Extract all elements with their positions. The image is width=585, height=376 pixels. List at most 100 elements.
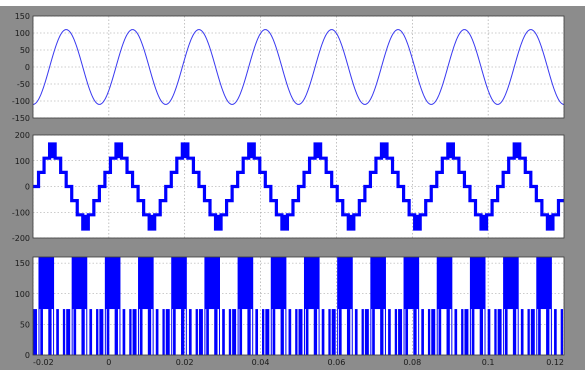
pwm-low-bar [560, 309, 564, 355]
pwm-low-bar [66, 309, 71, 355]
pwm-low-bar [398, 309, 403, 355]
pwm-low-bar [247, 309, 251, 355]
series-trace [33, 29, 564, 105]
pwm-low-bar [446, 309, 450, 355]
pwm-low-bar [394, 309, 398, 355]
pwm-low-bar [56, 309, 59, 355]
pwm-high-block [38, 257, 54, 310]
pwm-low-bar [239, 309, 243, 355]
y-tick-label: 50 [20, 46, 30, 55]
pwm-low-bar [129, 309, 132, 355]
pwm-low-bar [288, 309, 292, 355]
peak-block [414, 214, 421, 229]
pwm-high-block [204, 257, 220, 310]
pwm-low-bar [464, 309, 469, 355]
pwm-low-bar [261, 309, 265, 355]
pwm-low-bar [214, 309, 218, 355]
pwm-high-block [72, 257, 87, 310]
pwm-low-bar [232, 309, 237, 355]
pwm-low-bar [33, 309, 37, 355]
pwm-low-bar [162, 309, 165, 355]
pwm-low-bar [298, 309, 303, 355]
pwm-low-bar [173, 309, 176, 355]
pwm-low-bar [295, 309, 298, 355]
pwm-low-bar [512, 309, 517, 355]
pwm-high-block [138, 257, 154, 310]
pwm-low-bar [195, 309, 198, 355]
pwm-low-bar [454, 309, 458, 355]
pwm-high-block [271, 257, 286, 310]
pwm-low-bar [331, 309, 336, 355]
pwm-low-bar [280, 309, 284, 355]
peak-block [49, 144, 56, 159]
x-tick-label: 0.06 [328, 358, 346, 367]
x-tick-label: 0.08 [403, 358, 421, 367]
y-tick-label: 100 [15, 290, 30, 299]
pwm-low-bar [405, 309, 409, 355]
pwm-low-bar [48, 309, 52, 355]
pwm-low-bar [99, 309, 104, 355]
pwm-low-bar [479, 309, 484, 355]
pwm-low-bar [188, 309, 192, 355]
pwm-low-bar [438, 309, 442, 355]
pwm-low-bar [431, 309, 436, 355]
peak-block [514, 144, 520, 159]
peak-block [248, 144, 255, 159]
pwm-low-bar [497, 309, 502, 355]
y-tick-label: 200 [15, 131, 30, 140]
pwm-low-bar [206, 309, 209, 355]
pwm-low-bar [471, 309, 475, 355]
peak-block [215, 214, 222, 229]
pwm-low-bar [338, 309, 342, 355]
plot-panel-2: 200 100 0 -100 -200 [12, 131, 565, 243]
pwm-low-bar [413, 309, 417, 355]
plot-panel-1: 150 100 50 0 -50 -100 -150 [12, 12, 565, 123]
peak-block [182, 144, 188, 159]
x-tick-label: 0.12 [546, 358, 564, 367]
peak-block [82, 214, 89, 229]
pwm-low-bar [427, 309, 431, 355]
pwm-low-bar [538, 309, 541, 355]
pwm-low-bar [494, 309, 497, 355]
pwm-low-bar [132, 309, 137, 355]
y-tick-label: -50 [17, 80, 30, 89]
pwm-low-bar [114, 309, 118, 355]
pwm-low-bar [346, 309, 351, 355]
pwm-low-bar [106, 309, 110, 355]
pwm-high-block [337, 257, 353, 310]
y-tick-label: 150 [15, 12, 30, 21]
sine-wave [33, 29, 564, 105]
x-tick-label: 0.1 [482, 358, 495, 367]
pwm-high-block [437, 257, 452, 310]
pwm-low-bar [165, 309, 170, 355]
y-tick-label: 100 [15, 157, 30, 166]
y-tick-label: -150 [12, 114, 30, 123]
pwm-low-bar [139, 309, 143, 355]
pwm-low-bar [255, 309, 259, 355]
pwm-low-bar [81, 309, 85, 355]
pwm-low-bar [155, 309, 159, 355]
pwm-high-block [238, 257, 253, 310]
pwm-low-bar [372, 309, 375, 355]
x-tick-label: 0 [106, 358, 111, 367]
pwm-low-bar [73, 309, 77, 355]
peak-block [281, 214, 288, 229]
y-tick-label: -200 [12, 234, 30, 243]
pwm-high-block [370, 257, 386, 310]
pwm-low-bar [62, 309, 66, 355]
pwm-low-bar [361, 309, 364, 355]
pwm-low-bar [461, 309, 464, 355]
y-tick-label: -100 [12, 208, 30, 217]
pwm-high-block [304, 257, 320, 310]
pwm-low-bar [530, 309, 535, 355]
y-tick-label: -100 [12, 97, 30, 106]
axes-border [32, 15, 565, 119]
pwm-low-bar [147, 309, 152, 355]
pwm-high-block [470, 257, 486, 310]
y-tick-label: 0 [25, 63, 30, 72]
peak-block [149, 214, 155, 229]
pwm-low-bar [504, 309, 508, 355]
pwm-low-bar [181, 309, 185, 355]
